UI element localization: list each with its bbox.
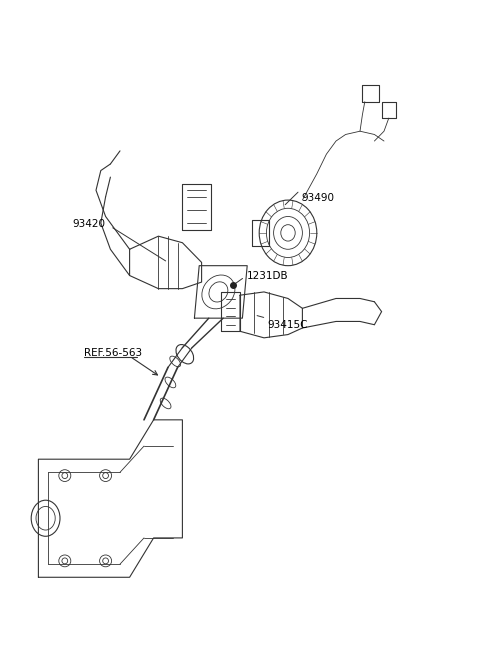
Text: REF.56-563: REF.56-563 — [84, 348, 142, 358]
Text: 93420: 93420 — [72, 219, 106, 230]
Text: 93415C: 93415C — [268, 319, 308, 330]
Text: 93490: 93490 — [301, 193, 335, 203]
Text: 1231DB: 1231DB — [247, 270, 289, 281]
